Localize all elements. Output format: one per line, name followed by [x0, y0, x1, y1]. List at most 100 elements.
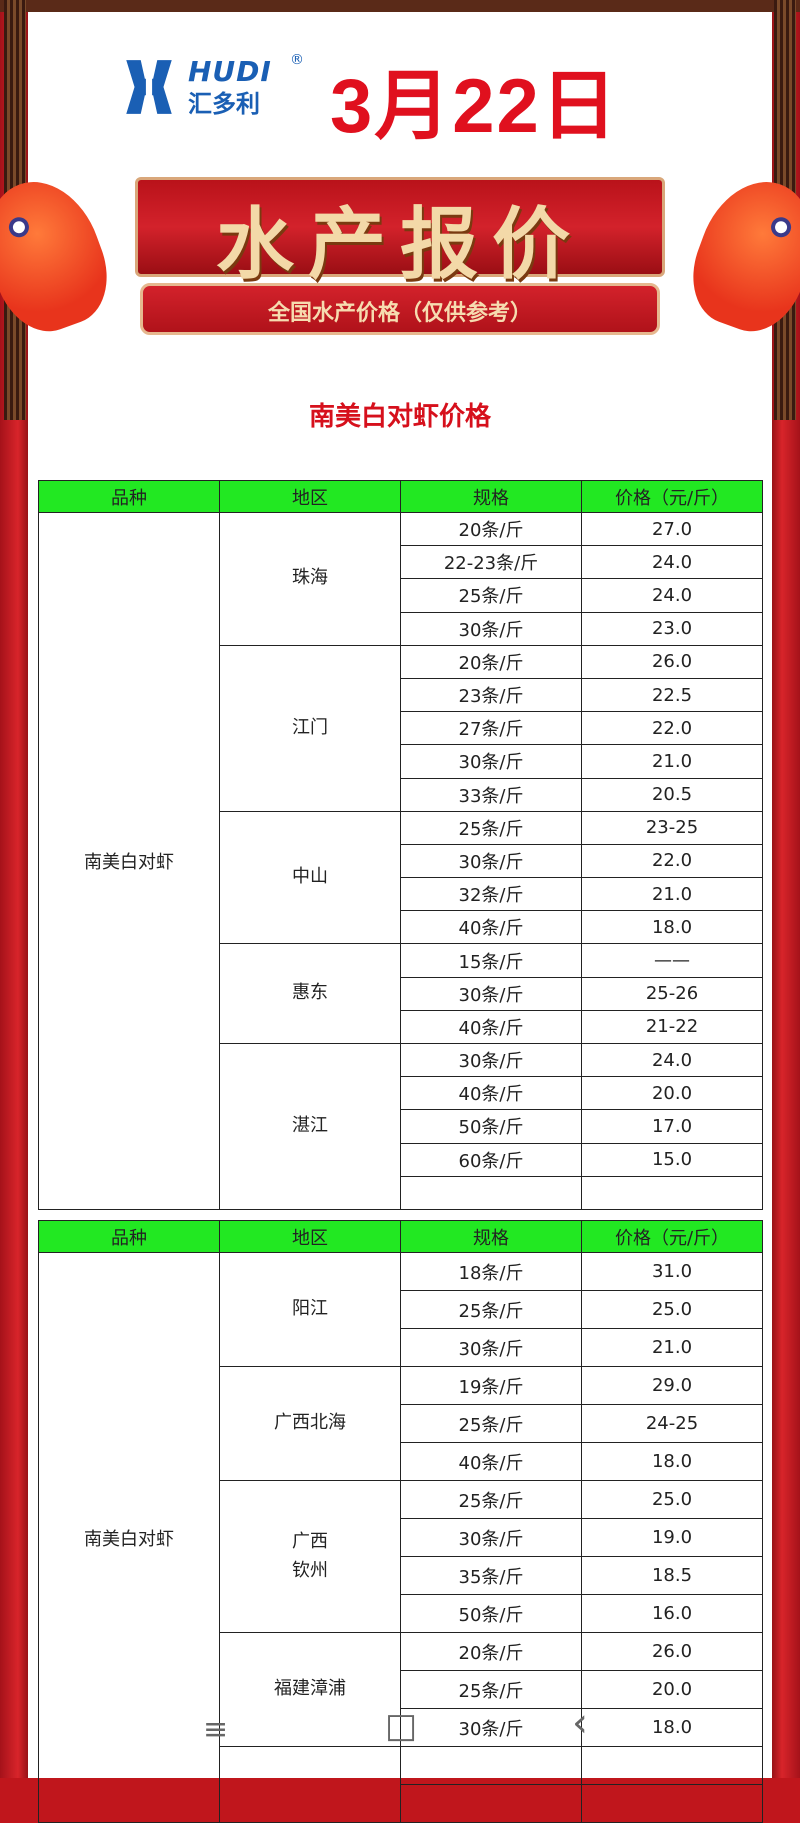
spec-cell: 15条/斤: [400, 943, 582, 978]
table-row: 40条/斤 20.0: [39, 1076, 763, 1111]
price-cell: 25.0: [581, 1290, 763, 1329]
spec-cell: 18条/斤: [400, 1252, 582, 1291]
price-cell: 25-26: [581, 976, 763, 1011]
spec-cell: 40条/斤: [400, 1076, 582, 1111]
spec-cell: 30条/斤: [400, 1042, 582, 1078]
price-cell: 22.5: [581, 677, 763, 713]
spec-cell: 25条/斤: [400, 1670, 582, 1709]
spec-cell: 27条/斤: [400, 711, 582, 746]
price-cell: 24-25: [581, 1404, 763, 1443]
price-cell: 22.0: [581, 711, 763, 746]
price-cell: 29.0: [581, 1366, 763, 1405]
column-header: 地区: [219, 480, 401, 513]
table-row: 30条/斤 25-26: [39, 976, 763, 1011]
column-header: 品种: [38, 480, 220, 513]
price-cell: [581, 1784, 763, 1823]
table-row: 50条/斤 16.0: [39, 1594, 763, 1633]
table-row: [39, 1175, 763, 1210]
spec-cell: 40条/斤: [400, 910, 582, 945]
price-cell: 21.0: [581, 877, 763, 912]
table-row: 23条/斤 22.5: [39, 677, 763, 713]
spec-cell: 35条/斤: [400, 1556, 582, 1595]
price-cell: 18.0: [581, 1442, 763, 1481]
table-row: 40条/斤 18.0: [39, 910, 763, 945]
table-row: 25条/斤 24-25: [39, 1404, 763, 1443]
column-header: 品种: [38, 1220, 220, 1253]
spec-cell: 30条/斤: [400, 1328, 582, 1367]
price-table-1: 品种 地区 规格 价格（元/斤） 南美白对虾 珠海 20条/斤 27.0 22-23条/斤 24.…: [38, 480, 763, 1210]
spec-cell: 22-23条/斤: [400, 545, 582, 580]
table-row: 25条/斤 24.0: [39, 578, 763, 613]
spec-cell: 25条/斤: [400, 578, 582, 613]
price-cell: 21.0: [581, 1328, 763, 1367]
region-cell: 湛江: [219, 1043, 401, 1210]
spec-cell: 33条/斤: [400, 777, 582, 812]
table-row: 30条/斤 23.0: [39, 611, 763, 646]
spec-cell: 30条/斤: [400, 1518, 582, 1557]
table-row: 50条/斤 17.0: [39, 1109, 763, 1144]
spec-cell: 25条/斤: [400, 1480, 582, 1519]
table-row: 32条/斤 21.0: [39, 877, 763, 912]
price-cell: 23.0: [581, 611, 763, 646]
price-cell: 17.0: [581, 1109, 763, 1144]
table-row: 25条/斤 20.0: [39, 1670, 763, 1709]
price-cell: 31.0: [581, 1252, 763, 1291]
hudi-logo: HUDI 汇多利: [118, 55, 272, 119]
menu-icon[interactable]: ≡: [203, 1712, 229, 1747]
table-row: 福建漳浦 20条/斤 26.0: [39, 1632, 763, 1747]
price-cell: 24.0: [581, 578, 763, 613]
spec-cell: 50条/斤: [400, 1594, 582, 1633]
back-icon[interactable]: ‹: [572, 1700, 588, 1746]
spec-cell: 25条/斤: [400, 810, 582, 845]
home-icon[interactable]: □: [385, 1706, 418, 1746]
logo-text-cn: 汇多利: [188, 90, 260, 118]
price-cell: 15.0: [581, 1142, 763, 1177]
price-cell: 21.0: [581, 744, 763, 779]
logo-text-en: HUDI: [188, 55, 272, 88]
spec-cell: 25条/斤: [400, 1404, 582, 1443]
top-border: [0, 0, 800, 12]
hudi-logo-icon: [126, 60, 172, 114]
spec-cell: 40条/斤: [400, 1442, 582, 1481]
region-cell: 珠海: [219, 512, 401, 646]
banner-title: 水产报价: [215, 199, 584, 290]
price-cell: 19.0: [581, 1518, 763, 1557]
column-header: 规格: [400, 480, 582, 513]
table-row: 南美白对虾 阳江 18条/斤 31.0: [38, 1252, 763, 1823]
region-cell: [219, 1746, 401, 1823]
price-cell: 25.0: [581, 1480, 763, 1519]
spec-cell: [400, 1784, 582, 1823]
column-header: 价格（元/斤）: [581, 1220, 763, 1253]
table-row: 35条/斤 18.5: [39, 1556, 763, 1595]
region-cell: 福建漳浦: [219, 1632, 401, 1747]
spec-cell: 23条/斤: [400, 677, 582, 713]
price-cell: [581, 1175, 763, 1210]
spec-cell: 30条/斤: [400, 1708, 582, 1747]
table-row: 33条/斤 20.5: [39, 777, 763, 812]
table-row: 22-23条/斤 24.0: [39, 545, 763, 580]
region-cell: 惠东: [219, 943, 401, 1044]
price-table-2: 品种 地区 规格 价格（元/斤） 南美白对虾 阳江 18条/斤 31.0 25条/斤 25.0 30…: [38, 1220, 763, 1823]
spec-cell: 60条/斤: [400, 1142, 582, 1177]
spec-cell: [400, 1175, 582, 1210]
spec-cell: 50条/斤: [400, 1109, 582, 1144]
table-row: 40条/斤 21-22: [39, 1009, 763, 1045]
spec-cell: 30条/斤: [400, 976, 582, 1011]
price-cell: 18.5: [581, 1556, 763, 1595]
spec-cell: 32条/斤: [400, 877, 582, 912]
price-cell: ——: [581, 943, 763, 978]
price-cell: 24.0: [581, 1042, 763, 1078]
spec-cell: 19条/斤: [400, 1366, 582, 1405]
banner-subtitle: 全国水产价格（仅供参考）: [267, 300, 532, 326]
region-cell: 江门: [219, 644, 401, 812]
price-cell: 20.0: [581, 1670, 763, 1709]
price-cell: 18.0: [581, 910, 763, 945]
spec-cell: 30条/斤: [400, 744, 582, 779]
table-row: 广西北海 19条/斤 29.0: [39, 1366, 763, 1481]
spec-cell: 30条/斤: [400, 611, 582, 646]
region-cell: 中山: [219, 810, 401, 945]
spec-cell: 20条/斤: [400, 644, 582, 679]
price-cell: 21-22: [581, 1009, 763, 1045]
registered-mark: ®: [290, 52, 304, 68]
spec-cell: [400, 1746, 582, 1785]
